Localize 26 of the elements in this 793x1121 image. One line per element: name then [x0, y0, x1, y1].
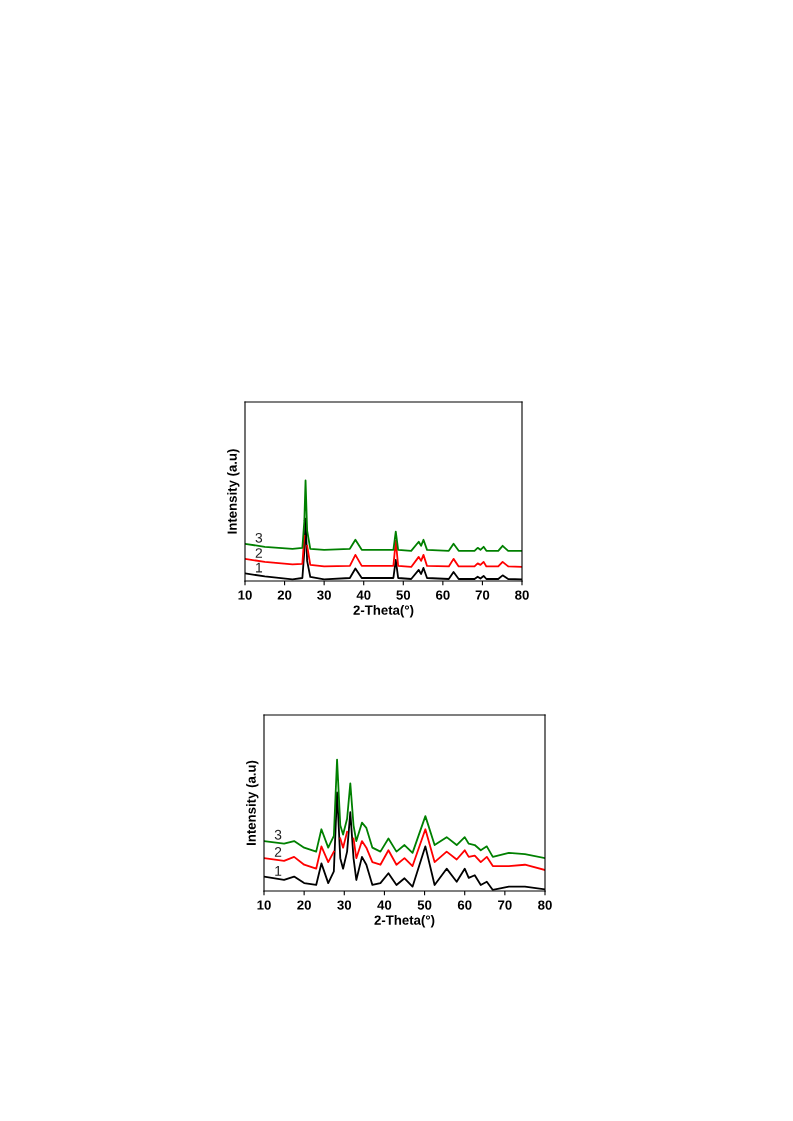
- x-tick-label: 10: [238, 590, 252, 600]
- x-tick-label: 40: [356, 590, 371, 600]
- x-tick-label: 30: [337, 900, 352, 910]
- x-tick-label: 60: [436, 590, 450, 600]
- x-tick-label: 50: [417, 900, 432, 910]
- x-axis-title: 2-Theta(°): [353, 605, 414, 618]
- series-label: 1: [256, 562, 263, 573]
- x-tick-label: 70: [498, 900, 512, 910]
- x-tick-label: 30: [317, 590, 331, 600]
- series-label: 2: [274, 847, 282, 857]
- x-tick-label: 50: [396, 590, 411, 600]
- y-axis-title: Intensity (a.u): [246, 760, 259, 845]
- x-tick-label: 80: [538, 900, 552, 910]
- series-label: 1: [275, 866, 282, 876]
- x-tick-label: 60: [457, 900, 472, 910]
- x-tick-label: 20: [277, 590, 292, 600]
- x-tick-label: 40: [377, 900, 392, 910]
- x-tick-label: 80: [515, 590, 529, 600]
- series-label: 3: [274, 829, 282, 840]
- series-label: 2: [255, 548, 263, 558]
- x-tick-label: 10: [257, 900, 271, 910]
- series-label: 3: [255, 532, 263, 543]
- x-tick-label: 20: [297, 900, 311, 910]
- y-axis-title: Intensity (a.u): [227, 449, 240, 534]
- x-axis-title: 2-Theta(°): [374, 915, 435, 928]
- x-tick-label: 70: [475, 590, 490, 600]
